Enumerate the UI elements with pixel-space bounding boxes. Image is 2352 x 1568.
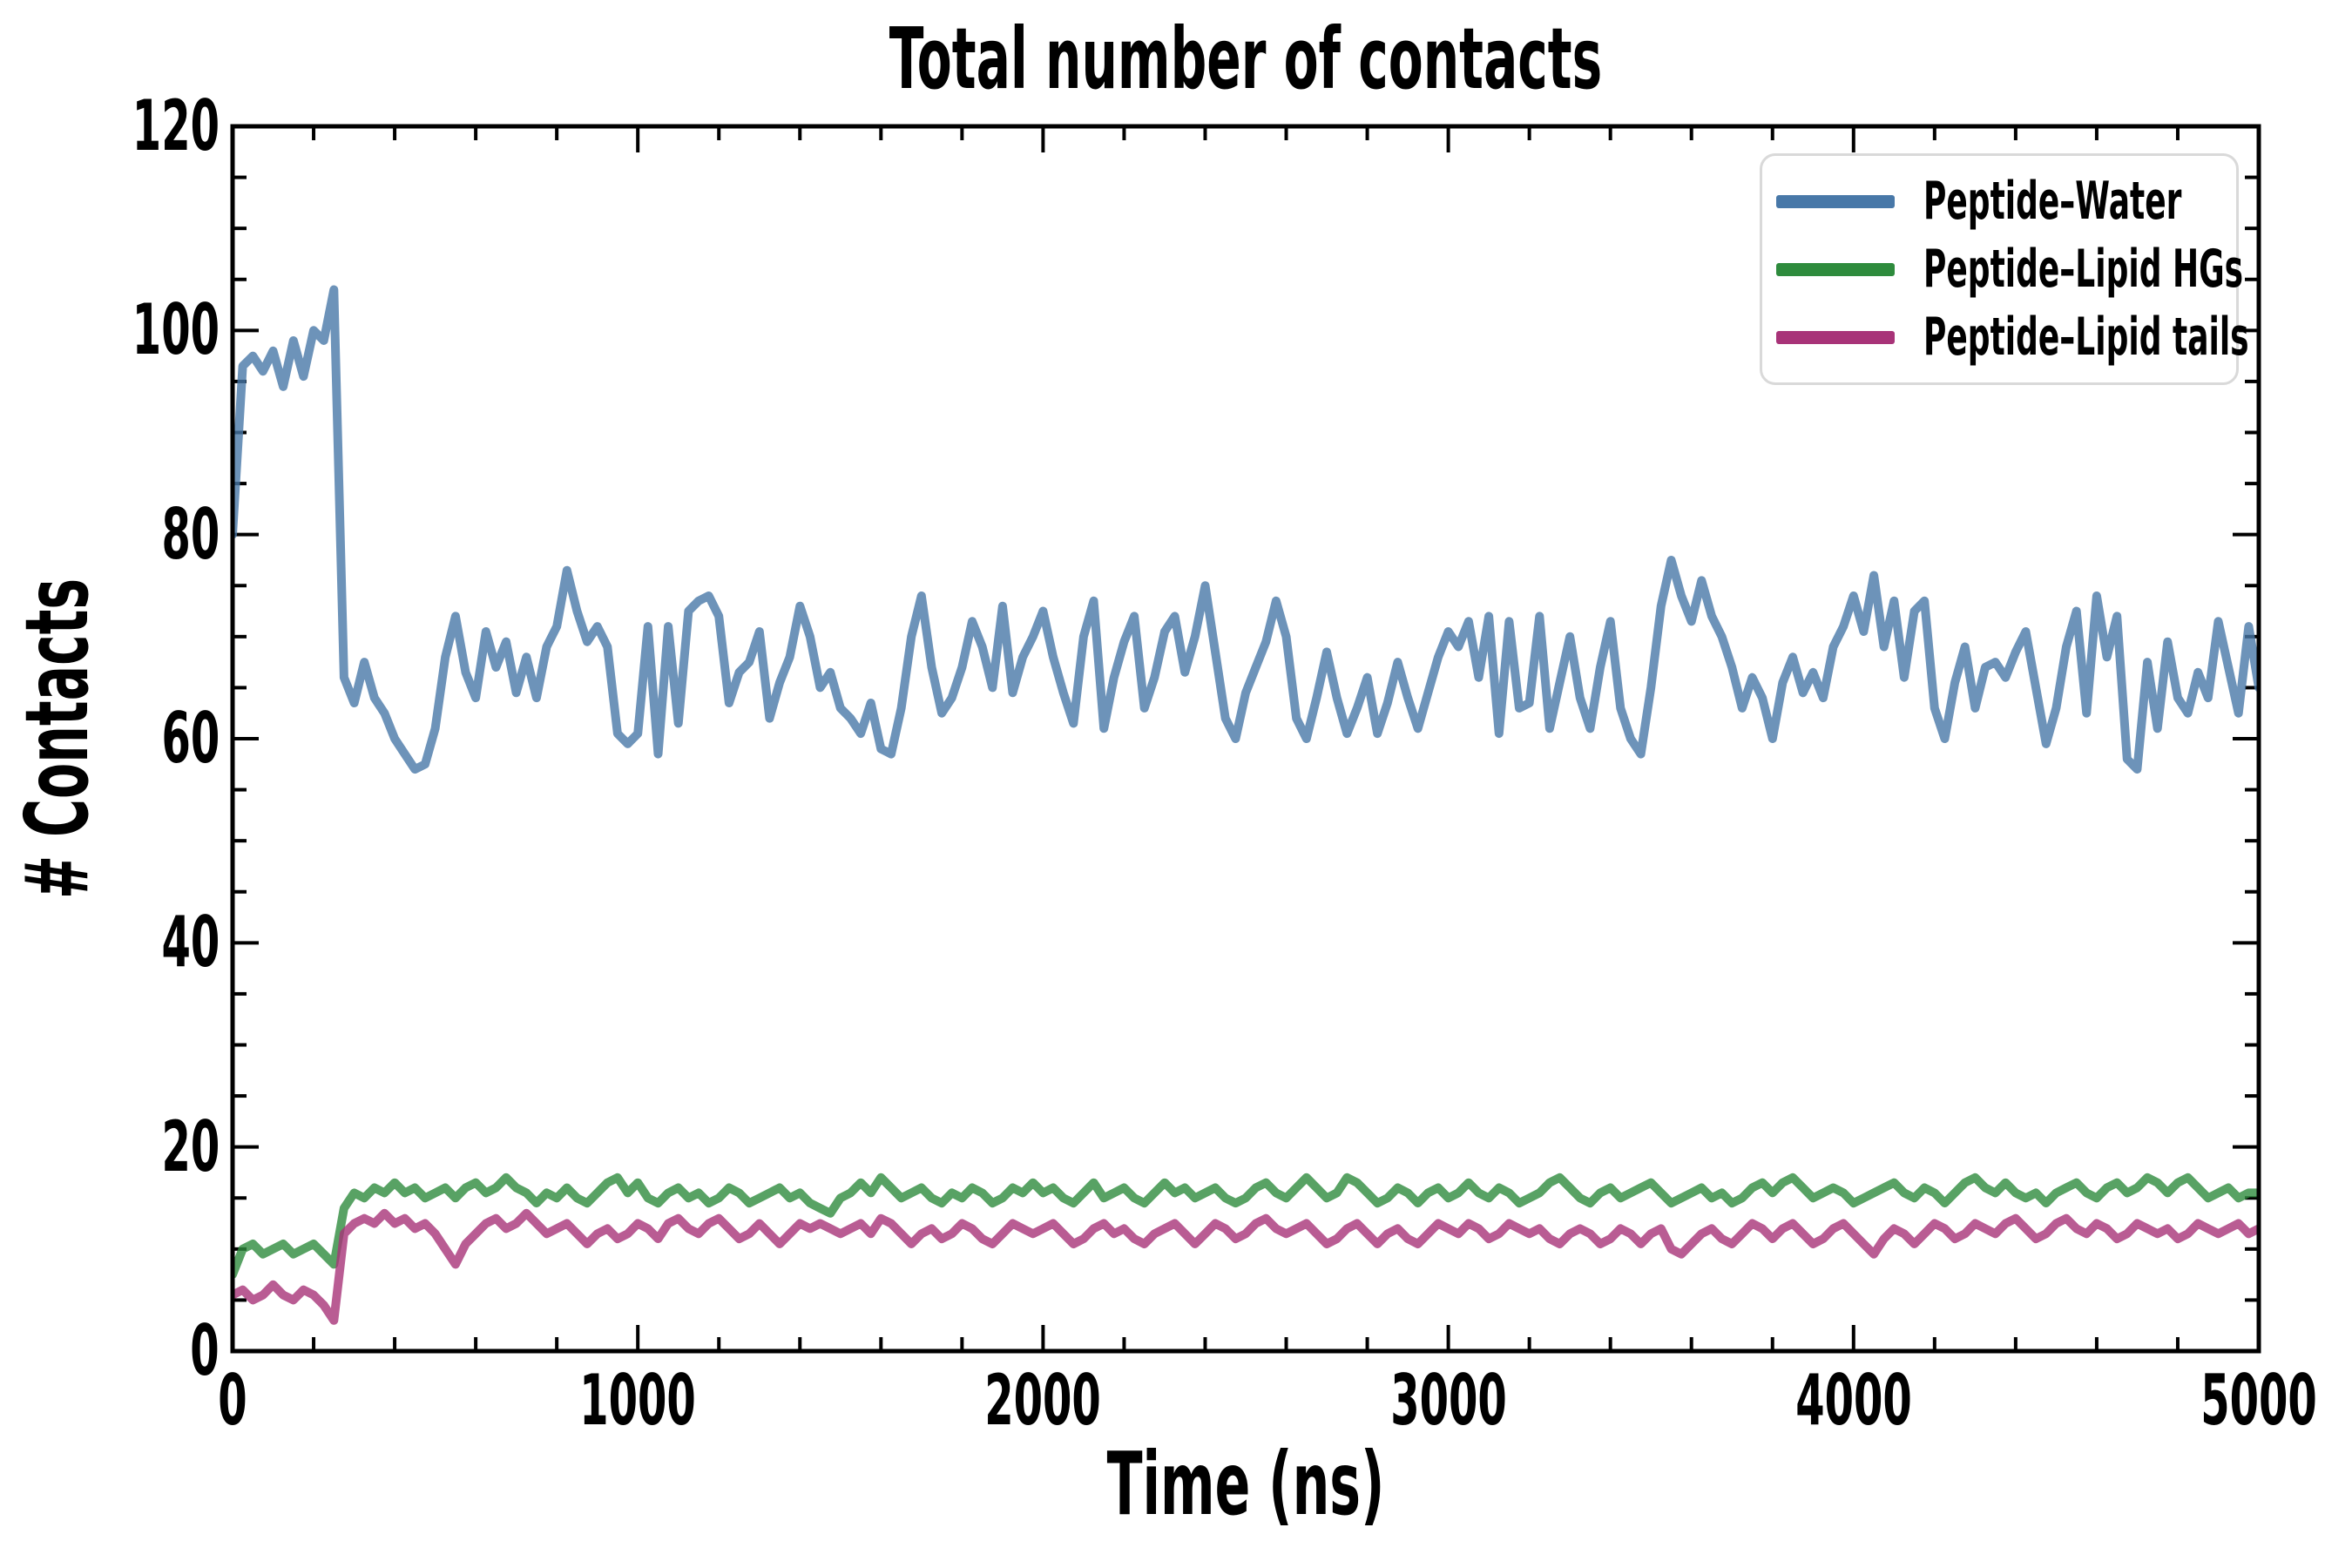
series-line-1 [233,1173,2259,1280]
y-tick-label: 80 [161,493,220,575]
legend: Peptide–Water Peptide–Lipid HGs Peptide–… [1760,153,2249,385]
y-tick-label: 120 [132,85,220,166]
y-tick-label: 40 [161,902,220,983]
axes-spines [230,124,2261,1354]
peptide-lipid-tails-label: Peptide–Lipid tails [1923,307,2249,368]
axis-ticks [231,125,2261,1353]
y-tick-label: 100 [132,289,220,371]
peptide-water-label: Peptide–Water [1923,171,2182,232]
peptide-water-swatch [1776,194,1895,208]
peptide-lipid-hgs-swatch [1776,262,1895,276]
legend-row-peptide-water: Peptide–Water [1776,167,2236,235]
series-line-2 [233,1208,2259,1325]
y-tick-label: 20 [161,1105,220,1187]
y-tick-label: 0 [190,1310,220,1391]
y-tick-label: 60 [161,698,220,779]
series-line-0 [233,285,2259,774]
peptide-lipid-hgs-label: Peptide–Lipid HGs [1923,239,2244,300]
legend-row-peptide-lipid-hgs: Peptide–Lipid HGs [1776,235,2243,303]
peptide-lipid-tails-swatch [1776,330,1895,344]
legend-row-peptide-lipid-tails: Peptide–Lipid tails [1776,303,2249,371]
